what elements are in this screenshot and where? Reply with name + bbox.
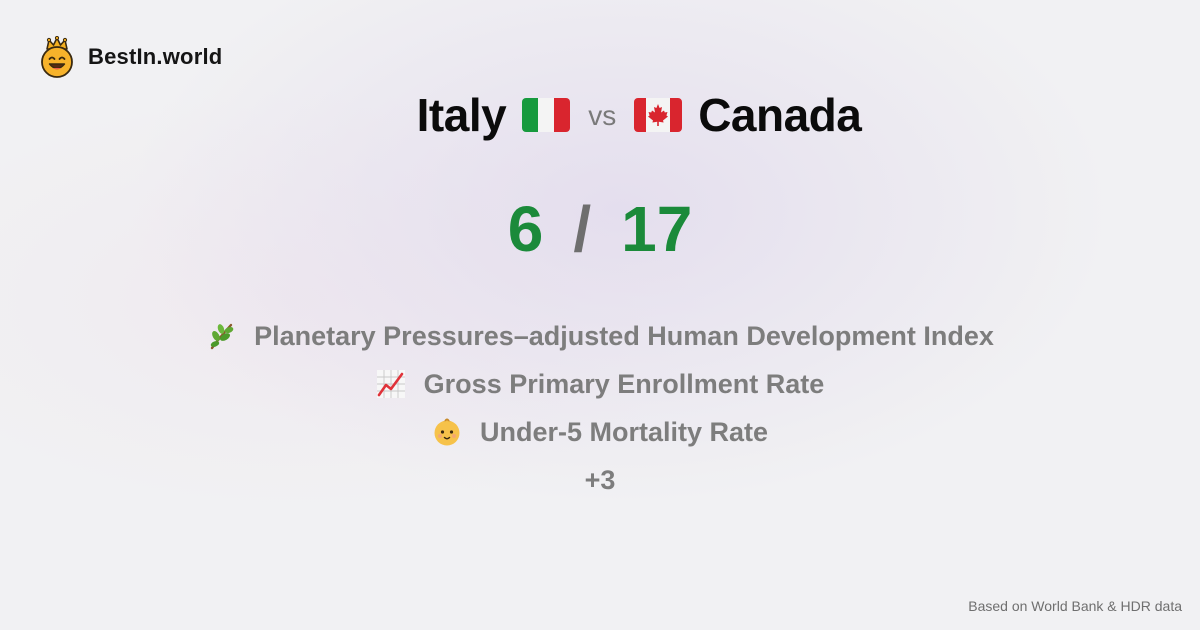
- list-item: Under-5 Mortality Rate: [432, 408, 768, 456]
- country-a-name: Italy: [416, 89, 507, 141]
- italy-flag-icon: [522, 98, 571, 132]
- crowned-smiley-icon: [41, 36, 73, 78]
- list-item: Gross Primary Enrollment Rate: [376, 360, 825, 408]
- country-b-name: Canada: [698, 89, 862, 141]
- brand-logo[interactable]: BestIn.world: [38, 36, 222, 78]
- score-separator: /: [573, 193, 592, 265]
- data-source-note: Based on World Bank & HDR data: [968, 598, 1182, 614]
- metric-label: Gross Primary Enrollment Rate: [423, 368, 825, 399]
- baby-face-icon: [434, 418, 460, 446]
- brand-name: BestIn.world: [88, 44, 223, 69]
- metric-label: Under-5 Mortality Rate: [479, 416, 769, 447]
- comparison-title: Italy vs Canada: [0, 88, 1200, 142]
- plant-sprig-icon: [210, 323, 234, 350]
- score: 6 / 17: [0, 192, 1200, 266]
- list-item: Planetary Pressures–adjusted Human Devel…: [206, 312, 994, 360]
- score-left: 6: [507, 193, 544, 265]
- metric-label: Planetary Pressures–adjusted Human Devel…: [254, 320, 994, 351]
- metrics-list: Planetary Pressures–adjusted Human Devel…: [0, 312, 1200, 504]
- more-count: +3: [584, 464, 616, 495]
- canada-flag-icon: [634, 98, 683, 132]
- vs-label: vs: [588, 100, 617, 131]
- score-right: 17: [621, 193, 693, 265]
- chart-increasing-icon: [376, 370, 405, 398]
